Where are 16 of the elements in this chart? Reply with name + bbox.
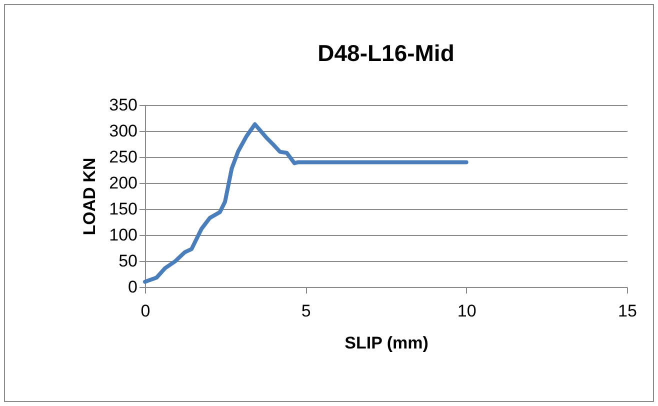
x-tick-label: 10: [457, 302, 476, 320]
chart-title: D48-L16-Mid: [318, 40, 454, 66]
y-tick-label: 300: [109, 122, 138, 140]
x-axis-title: SLIP (mm): [344, 334, 428, 352]
y-tick-label: 50: [118, 252, 138, 270]
x-tick-label: 15: [618, 302, 637, 320]
line-series: [143, 122, 468, 284]
y-tick-label: 250: [109, 148, 138, 166]
y-tick-label: 0: [128, 278, 138, 296]
x-tick-label: 0: [140, 302, 150, 320]
y-tick-label: 350: [109, 96, 138, 114]
y-tick-label: 150: [109, 200, 138, 218]
y-tick-label: 100: [109, 226, 138, 244]
y-axis-title: LOAD KN: [80, 158, 100, 236]
y-tick-label: 200: [109, 174, 138, 192]
x-tick-label: 5: [301, 302, 311, 320]
